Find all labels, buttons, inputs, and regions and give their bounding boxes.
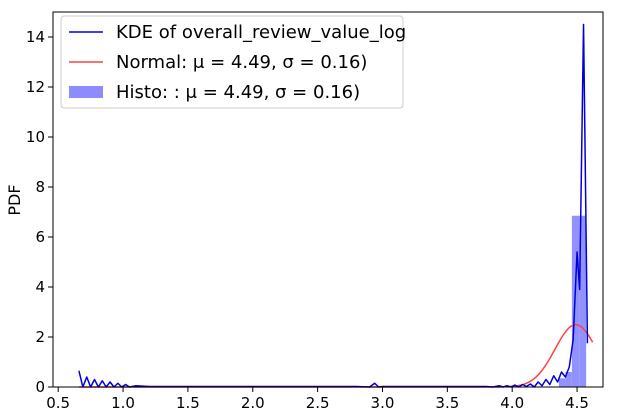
y-tick-label: 14 bbox=[26, 28, 45, 46]
plot-frame bbox=[52, 11, 604, 388]
legend-label-histo: Histo: : μ = 4.49, σ = 0.16) bbox=[116, 82, 360, 103]
y-tick-label: 0 bbox=[35, 378, 45, 396]
legend-box bbox=[60, 15, 404, 109]
y-tick-label: 2 bbox=[35, 328, 45, 346]
x-tick-label: 0.5 bbox=[46, 394, 70, 412]
axes: PDF 0.5 1.0 1.5 2.0 2.5 3.0 3.5 4.0 4.5 0 2 4 6 8 10 12… bbox=[5, 11, 604, 412]
x-tick-label: 1.5 bbox=[176, 394, 200, 412]
y-tick-label: 10 bbox=[26, 128, 45, 146]
histogram-bar bbox=[558, 378, 566, 387]
x-tick-label: 4.0 bbox=[500, 394, 524, 412]
y-axis-label: PDF bbox=[5, 184, 24, 215]
histogram-bar bbox=[579, 215, 587, 387]
legend-label-kde: KDE of overall_review_value_log bbox=[116, 22, 406, 43]
x-tick-label: 2.5 bbox=[306, 394, 330, 412]
y-tick-label: 4 bbox=[35, 278, 45, 296]
y-tick-label: 6 bbox=[35, 228, 45, 246]
histogram-bar bbox=[571, 215, 580, 387]
histogram-bar bbox=[565, 372, 572, 387]
x-tick-label: 2.0 bbox=[241, 394, 265, 412]
legend-label-normal: Normal: μ = 4.49, σ = 0.16) bbox=[116, 52, 367, 73]
y-tick-label: 8 bbox=[35, 178, 45, 196]
x-tick-label: 1.0 bbox=[111, 394, 135, 412]
legend: KDE of overall_review_value_log Normal: μ… bbox=[60, 15, 406, 109]
x-tick-label: 4.5 bbox=[565, 394, 589, 412]
legend-swatch-histo bbox=[69, 86, 103, 98]
x-tick-label: 3.0 bbox=[371, 394, 395, 412]
y-tick-label: 12 bbox=[26, 78, 45, 96]
x-tick-label: 3.5 bbox=[435, 394, 459, 412]
